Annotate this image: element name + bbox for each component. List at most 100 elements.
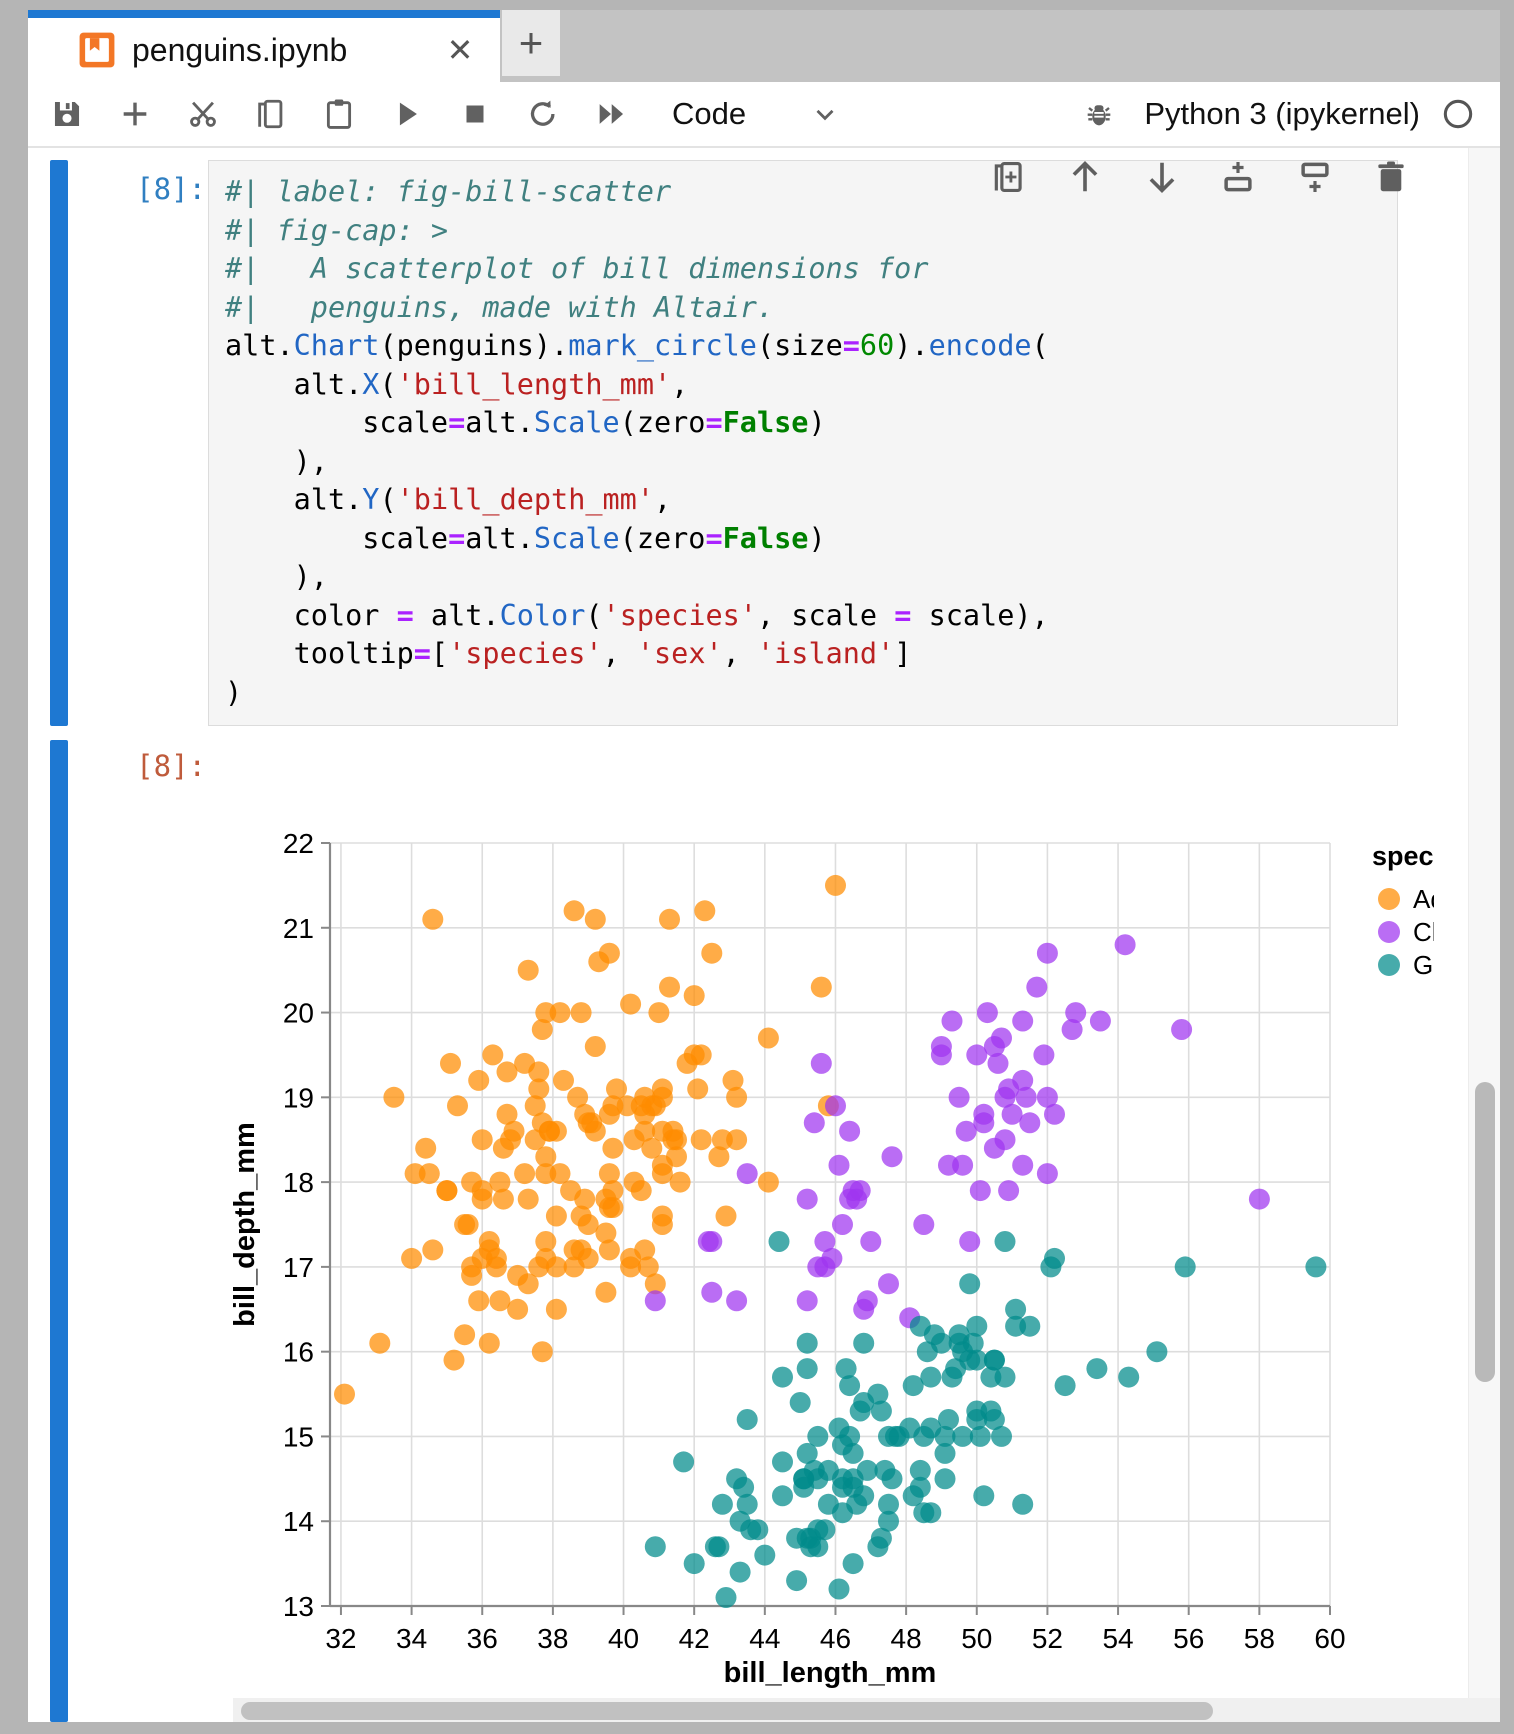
scatter-point[interactable] (952, 1154, 974, 1176)
insert-cell-button[interactable] (118, 97, 152, 131)
scatter-point[interactable] (524, 1129, 546, 1151)
scatter-point[interactable] (440, 1052, 461, 1074)
scatter-point[interactable] (584, 1036, 606, 1057)
scatter-point[interactable] (711, 1493, 733, 1515)
scatter-point[interactable] (436, 1180, 458, 1202)
tab-close-icon[interactable]: ✕ (446, 32, 474, 68)
scatter-point[interactable] (930, 1036, 952, 1057)
scatter-point[interactable] (1019, 1315, 1041, 1337)
scatter-point[interactable] (934, 1425, 956, 1447)
scatter-point[interactable] (839, 1188, 861, 1210)
scatter-point[interactable] (842, 1553, 864, 1575)
scatter-point[interactable] (457, 1214, 479, 1235)
scatter-point[interactable] (694, 900, 716, 922)
scatter-point[interactable] (842, 1442, 864, 1464)
scatter-point[interactable] (856, 1459, 878, 1481)
scatter-point[interactable] (623, 1129, 645, 1151)
scatter-point[interactable] (825, 874, 846, 896)
scatter-point[interactable] (528, 1078, 550, 1100)
scatter-point[interactable] (637, 1256, 659, 1278)
scatter-point[interactable] (507, 1298, 529, 1320)
scatter-point[interactable] (715, 1205, 737, 1227)
cut-button[interactable] (186, 97, 220, 131)
scatter-point[interactable] (535, 1146, 557, 1168)
kernel-name[interactable]: Python 3 (ipykernel) (1144, 96, 1420, 131)
scatter-point[interactable] (584, 908, 606, 930)
scatter-point[interactable] (606, 1078, 627, 1100)
scatter-point[interactable] (1036, 1163, 1058, 1185)
scatter-point[interactable] (595, 1222, 617, 1244)
scatter-point[interactable] (492, 1137, 514, 1159)
scatter-point[interactable] (471, 1188, 493, 1210)
scatter-point[interactable] (899, 1417, 921, 1439)
scatter-point[interactable] (1005, 1298, 1027, 1320)
scatter-point[interactable] (1089, 1010, 1111, 1032)
scatter-point[interactable] (860, 1231, 882, 1252)
delete-cell-button[interactable] (1372, 158, 1410, 196)
scatter-point[interactable] (447, 1095, 468, 1117)
scatter-point[interactable] (651, 1214, 673, 1235)
scatter-point[interactable] (1044, 1103, 1065, 1125)
scatter-point[interactable] (560, 1180, 582, 1202)
scatter-point[interactable] (722, 1069, 744, 1091)
scatter-point[interactable] (796, 1290, 818, 1312)
scatter-point[interactable] (983, 1409, 1005, 1430)
scatter-point[interactable] (934, 1468, 956, 1490)
scatter-point[interactable] (517, 1188, 539, 1210)
scatter-point[interactable] (401, 1247, 423, 1269)
code-cell-collapser[interactable] (50, 160, 68, 726)
scatter-point[interactable] (955, 1120, 977, 1142)
scatter-point[interactable] (1305, 1256, 1327, 1278)
scatter-point[interactable] (976, 1002, 998, 1024)
scatter-point[interactable] (517, 1273, 539, 1295)
scatter-point[interactable] (810, 976, 832, 998)
scatter-point[interactable] (825, 1095, 846, 1117)
scatter-point[interactable] (443, 1349, 465, 1371)
scatter-point[interactable] (1012, 1010, 1034, 1032)
output-cell-collapser[interactable] (50, 740, 68, 1722)
scatter-point[interactable] (648, 1002, 670, 1024)
insert-cell-below-button[interactable] (1296, 158, 1334, 196)
scatter-point[interactable] (651, 1078, 673, 1100)
scatter-point[interactable] (994, 1086, 1016, 1108)
scatter-point[interactable] (563, 900, 585, 922)
scatter-point[interactable] (666, 1129, 687, 1151)
scatter-point[interactable] (959, 1273, 981, 1295)
scatter-point[interactable] (528, 1256, 550, 1278)
scatter-point[interactable] (916, 1341, 938, 1363)
scatter-point[interactable] (641, 1137, 663, 1159)
scatter-point[interactable] (496, 1103, 518, 1125)
scatter-point[interactable] (598, 942, 620, 964)
scatter-point[interactable] (934, 1442, 956, 1464)
scatter-point[interactable] (1012, 1493, 1034, 1515)
scatter-point[interactable] (595, 1281, 617, 1303)
stop-button[interactable] (458, 97, 492, 131)
scatter-point[interactable] (584, 1120, 606, 1142)
scatter-point[interactable] (991, 1425, 1012, 1447)
code-editor[interactable]: #| label: fig-bill-scatter #| fig-cap: > #… (208, 160, 1398, 726)
scatter-point[interactable] (867, 1536, 889, 1558)
scatter-point[interactable] (1146, 1341, 1168, 1363)
scatter-point[interactable] (524, 1095, 546, 1117)
scatter-point[interactable] (545, 1298, 567, 1320)
scatter-point[interactable] (828, 1578, 850, 1600)
scatter-point[interactable] (796, 1442, 818, 1464)
scatter-point[interactable] (644, 1290, 666, 1312)
scatter-point[interactable] (736, 1493, 758, 1515)
scatter-point[interactable] (853, 1332, 875, 1354)
scatter-point[interactable] (853, 1298, 875, 1320)
scatter-point[interactable] (1036, 1086, 1058, 1108)
scatter-point[interactable] (786, 1570, 808, 1592)
scatter-point[interactable] (839, 1375, 861, 1397)
horizontal-scrollbar-thumb[interactable] (241, 1702, 1213, 1720)
scatter-point[interactable] (768, 1231, 790, 1252)
duplicate-cell-button[interactable] (990, 158, 1028, 196)
scatter-point[interactable] (973, 1485, 995, 1507)
scatter-point[interactable] (832, 1214, 853, 1235)
scatter-point[interactable] (757, 1027, 779, 1049)
scatter-point[interactable] (870, 1400, 892, 1422)
scatter-point[interactable] (772, 1366, 793, 1388)
kernel-status-icon[interactable] (1442, 98, 1474, 130)
scatter-point[interactable] (909, 1476, 931, 1498)
scatter-point[interactable] (1001, 1103, 1023, 1125)
